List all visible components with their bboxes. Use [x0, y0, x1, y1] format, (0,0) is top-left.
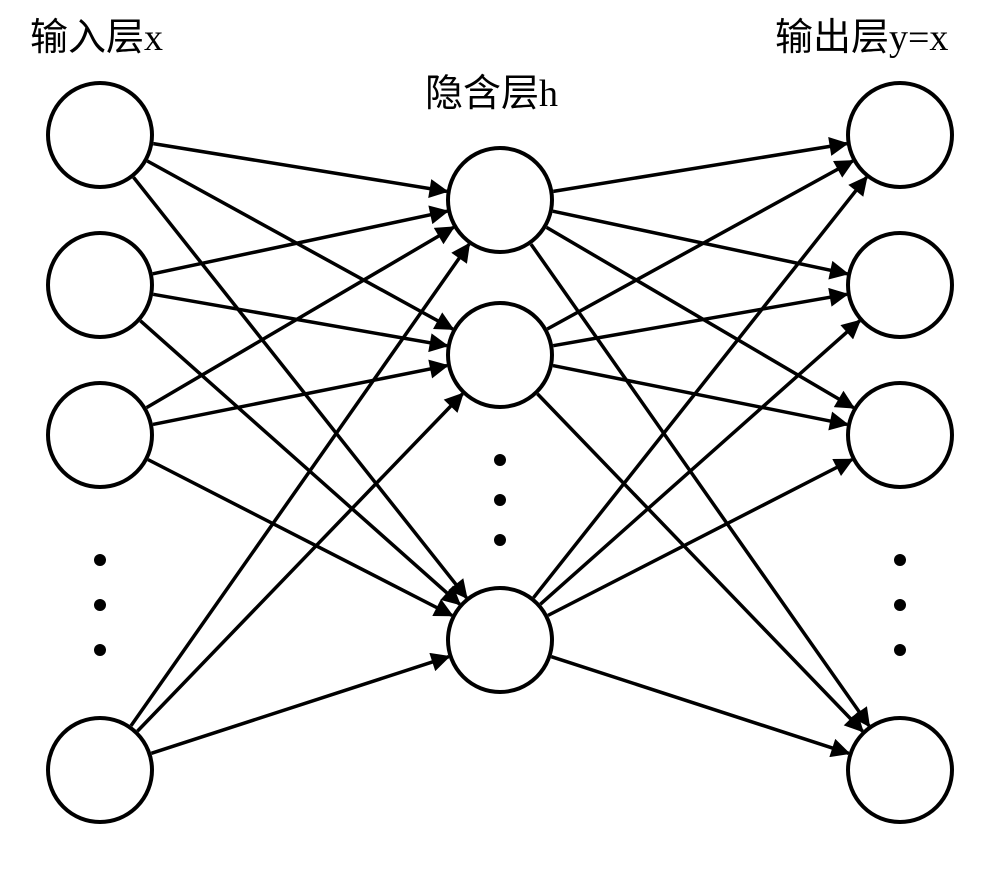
output-node	[848, 83, 952, 187]
hidden-node	[448, 588, 552, 692]
input-node	[48, 718, 152, 822]
ellipsis-dot	[94, 554, 106, 566]
edge	[553, 144, 846, 192]
input-node	[48, 83, 152, 187]
output-layer-label: 输出层y=x	[775, 6, 948, 61]
output-node	[848, 383, 952, 487]
input-node	[48, 383, 152, 487]
nodes-group	[48, 83, 952, 822]
hidden-node	[448, 148, 552, 252]
network-diagram	[0, 0, 1000, 871]
ellipsis-dot	[494, 494, 506, 506]
output-node	[848, 718, 952, 822]
output-node	[848, 233, 952, 337]
input-layer-label: 输入层x	[30, 6, 163, 61]
hidden-node	[448, 303, 552, 407]
ellipsis-dot	[894, 554, 906, 566]
ellipsis-dot	[94, 644, 106, 656]
ellipsis-dot	[494, 454, 506, 466]
edge	[553, 211, 847, 274]
edge	[553, 366, 847, 425]
edge	[153, 366, 447, 425]
ellipsis-dot	[94, 599, 106, 611]
hidden-layer-label: 隐含层h	[425, 62, 558, 117]
edge	[153, 144, 446, 192]
input-node	[48, 233, 152, 337]
ellipsis-dot	[494, 534, 506, 546]
ellipsis-dot	[894, 599, 906, 611]
edge	[153, 211, 447, 274]
ellipsis-dot	[894, 644, 906, 656]
